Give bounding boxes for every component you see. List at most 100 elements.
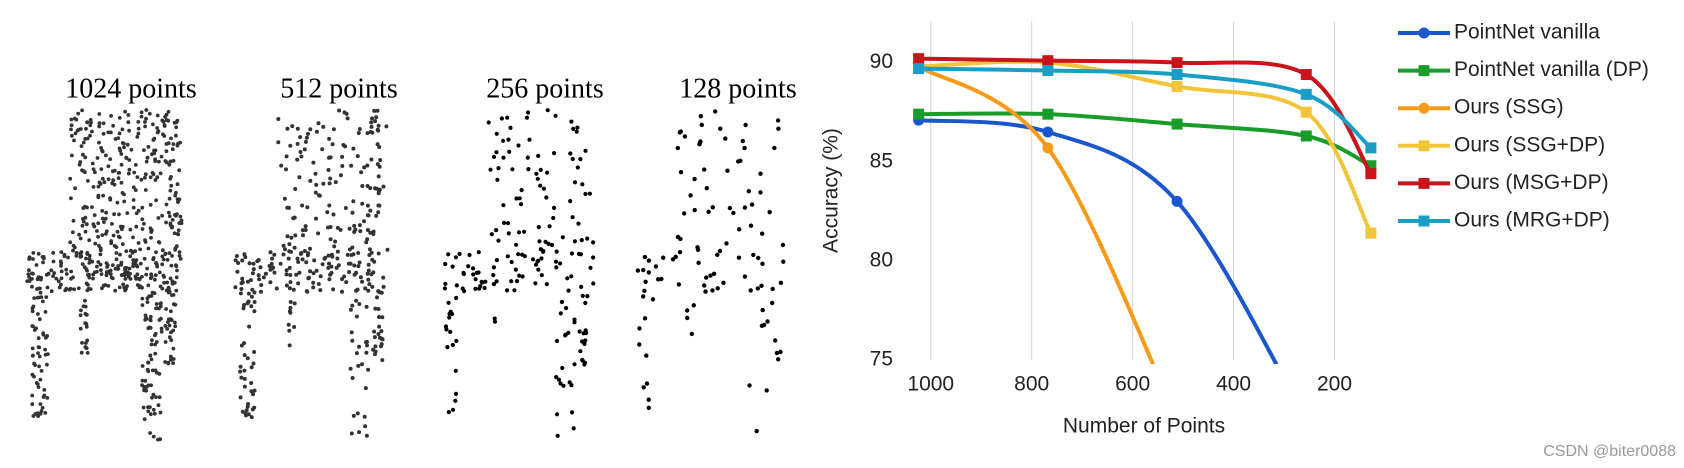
point — [83, 229, 88, 234]
point — [131, 264, 136, 269]
point — [97, 140, 101, 145]
point — [174, 263, 178, 267]
point — [123, 109, 127, 114]
point — [491, 282, 496, 287]
point — [544, 195, 549, 200]
point-marker — [913, 108, 925, 120]
point — [335, 225, 340, 230]
legend-label: PointNet vanilla (DP) — [1454, 58, 1649, 81]
point — [370, 116, 374, 121]
point — [41, 260, 45, 265]
point — [131, 205, 136, 210]
point — [533, 262, 539, 267]
point — [85, 120, 89, 125]
point — [58, 259, 63, 264]
point — [159, 301, 163, 306]
point — [46, 271, 51, 276]
point — [583, 148, 588, 153]
point — [176, 200, 180, 205]
point — [153, 273, 158, 277]
point — [174, 275, 179, 280]
point — [104, 261, 109, 265]
point — [178, 257, 183, 261]
point — [167, 251, 172, 256]
point — [646, 270, 651, 275]
point — [30, 393, 35, 398]
point — [106, 269, 111, 274]
point — [85, 268, 89, 273]
point — [176, 228, 181, 233]
point — [379, 344, 383, 349]
point — [155, 175, 160, 180]
point — [721, 280, 726, 285]
point — [70, 133, 74, 138]
point — [84, 281, 89, 286]
point — [146, 409, 151, 414]
point — [90, 129, 94, 134]
point — [385, 247, 390, 252]
point — [171, 361, 176, 365]
point — [244, 408, 249, 413]
point — [97, 112, 102, 116]
point — [92, 224, 97, 229]
point — [139, 177, 144, 182]
point — [281, 243, 286, 248]
point — [173, 247, 178, 252]
point — [101, 283, 106, 288]
point — [494, 279, 499, 284]
point — [87, 257, 92, 262]
point — [358, 275, 363, 280]
point — [349, 330, 354, 335]
point — [537, 239, 542, 244]
point — [96, 234, 100, 239]
point — [364, 304, 369, 309]
point — [759, 323, 765, 328]
point — [379, 290, 384, 295]
point — [157, 270, 162, 275]
point — [450, 264, 455, 269]
point — [372, 329, 377, 334]
point — [375, 142, 380, 147]
point — [357, 223, 362, 228]
point — [136, 126, 141, 131]
point — [156, 129, 161, 134]
point — [167, 335, 172, 340]
point — [321, 124, 326, 129]
point — [88, 118, 93, 122]
point — [682, 134, 688, 139]
point — [252, 309, 257, 314]
point — [150, 290, 155, 295]
point — [155, 126, 160, 130]
point — [276, 140, 281, 145]
point — [165, 258, 170, 262]
point — [710, 288, 715, 293]
point — [516, 230, 522, 235]
point — [84, 222, 89, 227]
point — [144, 159, 149, 164]
point — [305, 205, 310, 210]
point — [173, 302, 178, 307]
point — [97, 180, 102, 185]
point — [250, 287, 255, 292]
point — [261, 275, 266, 280]
point — [108, 272, 113, 276]
point — [539, 256, 544, 261]
point — [110, 169, 115, 174]
point — [314, 129, 319, 134]
point — [37, 364, 41, 369]
point — [642, 316, 648, 321]
point — [130, 249, 135, 254]
point-marker — [913, 53, 925, 65]
point — [126, 120, 131, 125]
point — [258, 265, 263, 270]
point — [561, 383, 566, 388]
point — [35, 382, 40, 386]
point — [138, 247, 143, 252]
point — [689, 331, 694, 337]
point — [718, 126, 723, 131]
point — [444, 327, 449, 332]
point — [95, 229, 99, 233]
point — [249, 415, 254, 420]
point — [49, 289, 54, 294]
point — [30, 346, 35, 351]
